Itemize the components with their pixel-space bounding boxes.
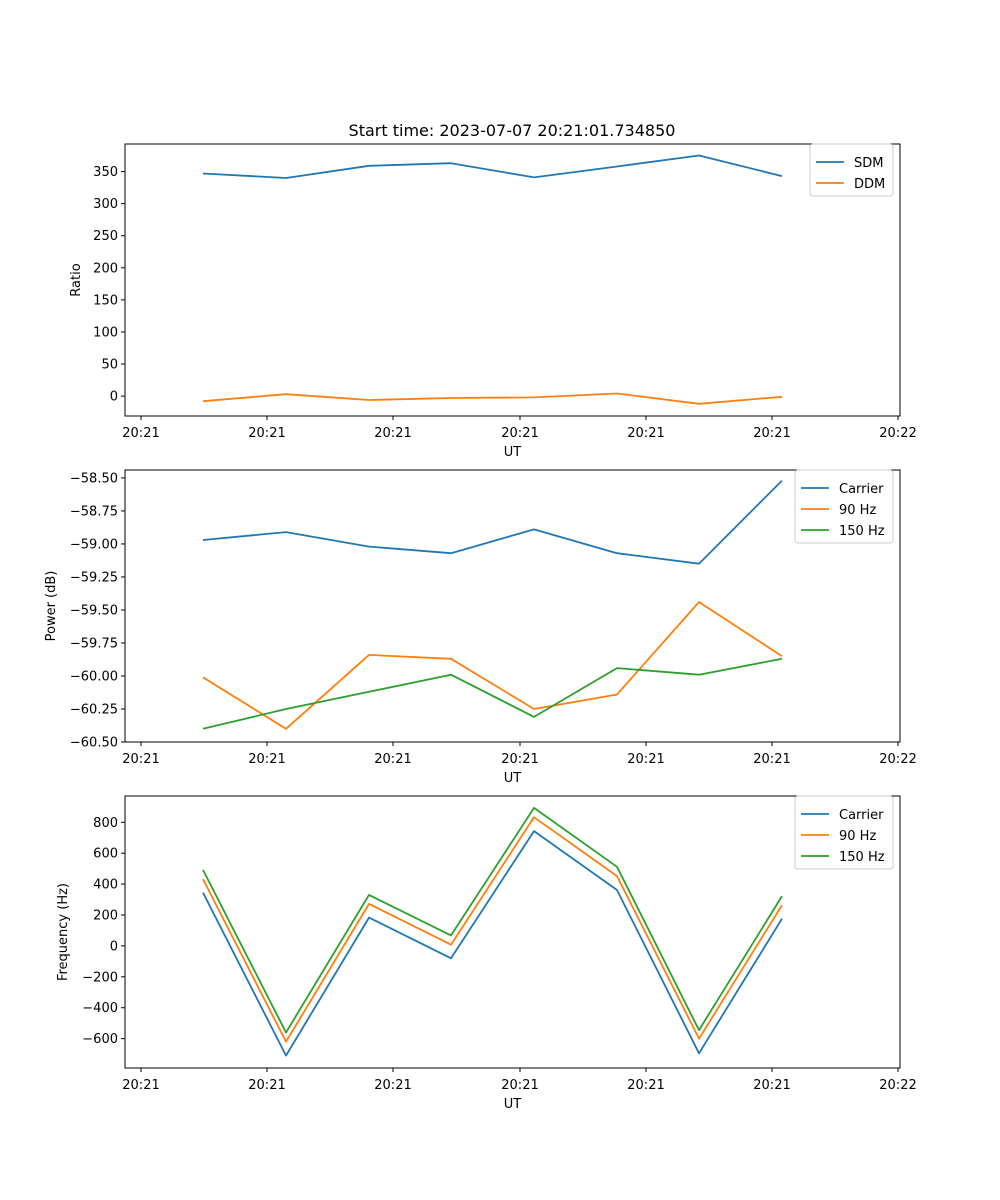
x-tick-label: 20:21 bbox=[248, 752, 285, 767]
x-tick-label: 20:21 bbox=[753, 752, 790, 767]
y-tick-label: −58.75 bbox=[70, 504, 118, 519]
legend-label: SDM bbox=[854, 156, 883, 171]
series-line-90-hz bbox=[202, 816, 783, 1043]
y-tick-label: 200 bbox=[93, 261, 118, 276]
x-tick-label: 20:21 bbox=[374, 1078, 411, 1093]
x-tick-label: 20:21 bbox=[501, 1078, 538, 1093]
x-tick-label: 20:21 bbox=[122, 1078, 159, 1093]
y-axis-label: Ratio bbox=[69, 263, 84, 296]
y-tick-label: −59.50 bbox=[70, 603, 118, 618]
legend-label: 150 Hz bbox=[839, 850, 885, 865]
series-line-sdm bbox=[202, 154, 783, 179]
x-tick-label: 20:21 bbox=[627, 1078, 664, 1093]
series-line-carrier bbox=[202, 830, 783, 1057]
y-tick-label: −60.25 bbox=[70, 702, 118, 717]
x-tick-label: 20:21 bbox=[753, 426, 790, 441]
y-tick-label: 600 bbox=[93, 847, 118, 862]
series-line-90-hz bbox=[202, 601, 783, 730]
series-line-carrier bbox=[202, 479, 783, 565]
x-tick-label: 20:21 bbox=[501, 752, 538, 767]
y-tick-label: 150 bbox=[93, 293, 118, 308]
x-tick-label: 20:21 bbox=[753, 1078, 790, 1093]
legend-label: 90 Hz bbox=[839, 503, 876, 518]
y-tick-label: 400 bbox=[93, 878, 118, 893]
legend-label: 150 Hz bbox=[839, 524, 885, 539]
y-tick-label: 0 bbox=[110, 390, 118, 405]
axes-frame bbox=[124, 795, 901, 1069]
y-tick-label: 350 bbox=[93, 165, 118, 180]
x-tick-label: 20:21 bbox=[122, 752, 159, 767]
legend-label: DDM bbox=[854, 177, 885, 192]
y-tick-label: −58.50 bbox=[70, 471, 118, 486]
y-axis-label: Frequency (Hz) bbox=[56, 883, 71, 981]
power-plot: 20:21 20:21 20:21 20:21 20:21 20:21 20:22 −60.5… bbox=[44, 469, 917, 786]
x-tick-label: 20:22 bbox=[879, 752, 916, 767]
x-tick-label: 20:21 bbox=[627, 752, 664, 767]
y-tick-label: −60.50 bbox=[70, 736, 118, 751]
y-tick-label: −59.75 bbox=[70, 636, 118, 651]
y-tick-label: 200 bbox=[93, 909, 118, 924]
y-tick-label: 300 bbox=[93, 197, 118, 212]
y-tick-label: −60.00 bbox=[70, 669, 118, 684]
y-tick-label: −59.00 bbox=[70, 537, 118, 552]
axes-frame bbox=[124, 143, 901, 417]
chart-title: Start time: 2023-07-07 20:21:01.734850 bbox=[349, 121, 676, 140]
y-tick-label: 250 bbox=[93, 229, 118, 244]
x-tick-label: 20:21 bbox=[627, 426, 664, 441]
x-tick-label: 20:21 bbox=[122, 426, 159, 441]
x-tick-label: 20:21 bbox=[248, 1078, 285, 1093]
axes-frame bbox=[124, 469, 901, 743]
legend-label: Carrier bbox=[839, 808, 884, 823]
frequency-plot: 20:21 20:21 20:21 20:21 20:21 20:21 20:22 −600 −… bbox=[56, 795, 917, 1112]
y-tick-label: 100 bbox=[93, 325, 118, 340]
series-line-150-hz bbox=[202, 657, 783, 730]
y-tick-label: 0 bbox=[110, 939, 118, 954]
x-axis-label: UT bbox=[504, 771, 522, 786]
y-tick-label: −600 bbox=[82, 1032, 118, 1047]
x-tick-label: 20:21 bbox=[374, 752, 411, 767]
ratio-plot: 20:21 20:21 20:21 20:21 20:21 20:21 20:22 0 50 10… bbox=[69, 143, 917, 460]
series-line-150-hz bbox=[202, 807, 783, 1034]
x-tick-label: 20:21 bbox=[501, 426, 538, 441]
x-tick-label: 20:21 bbox=[374, 426, 411, 441]
y-tick-label: −59.25 bbox=[70, 570, 118, 585]
series-line-ddm bbox=[202, 392, 783, 405]
y-tick-label: −400 bbox=[82, 1001, 118, 1016]
x-tick-label: 20:21 bbox=[248, 426, 285, 441]
x-tick-label: 20:22 bbox=[879, 426, 916, 441]
y-tick-label: −200 bbox=[82, 970, 118, 985]
legend-label: Carrier bbox=[839, 482, 884, 497]
x-tick-label: 20:22 bbox=[879, 1078, 916, 1093]
y-tick-label: 800 bbox=[93, 816, 118, 831]
y-tick-label: 50 bbox=[101, 358, 118, 373]
legend-label: 90 Hz bbox=[839, 829, 876, 844]
x-axis-label: UT bbox=[504, 1097, 522, 1112]
x-axis-label: UT bbox=[504, 445, 522, 460]
y-axis-label: Power (dB) bbox=[44, 571, 59, 642]
